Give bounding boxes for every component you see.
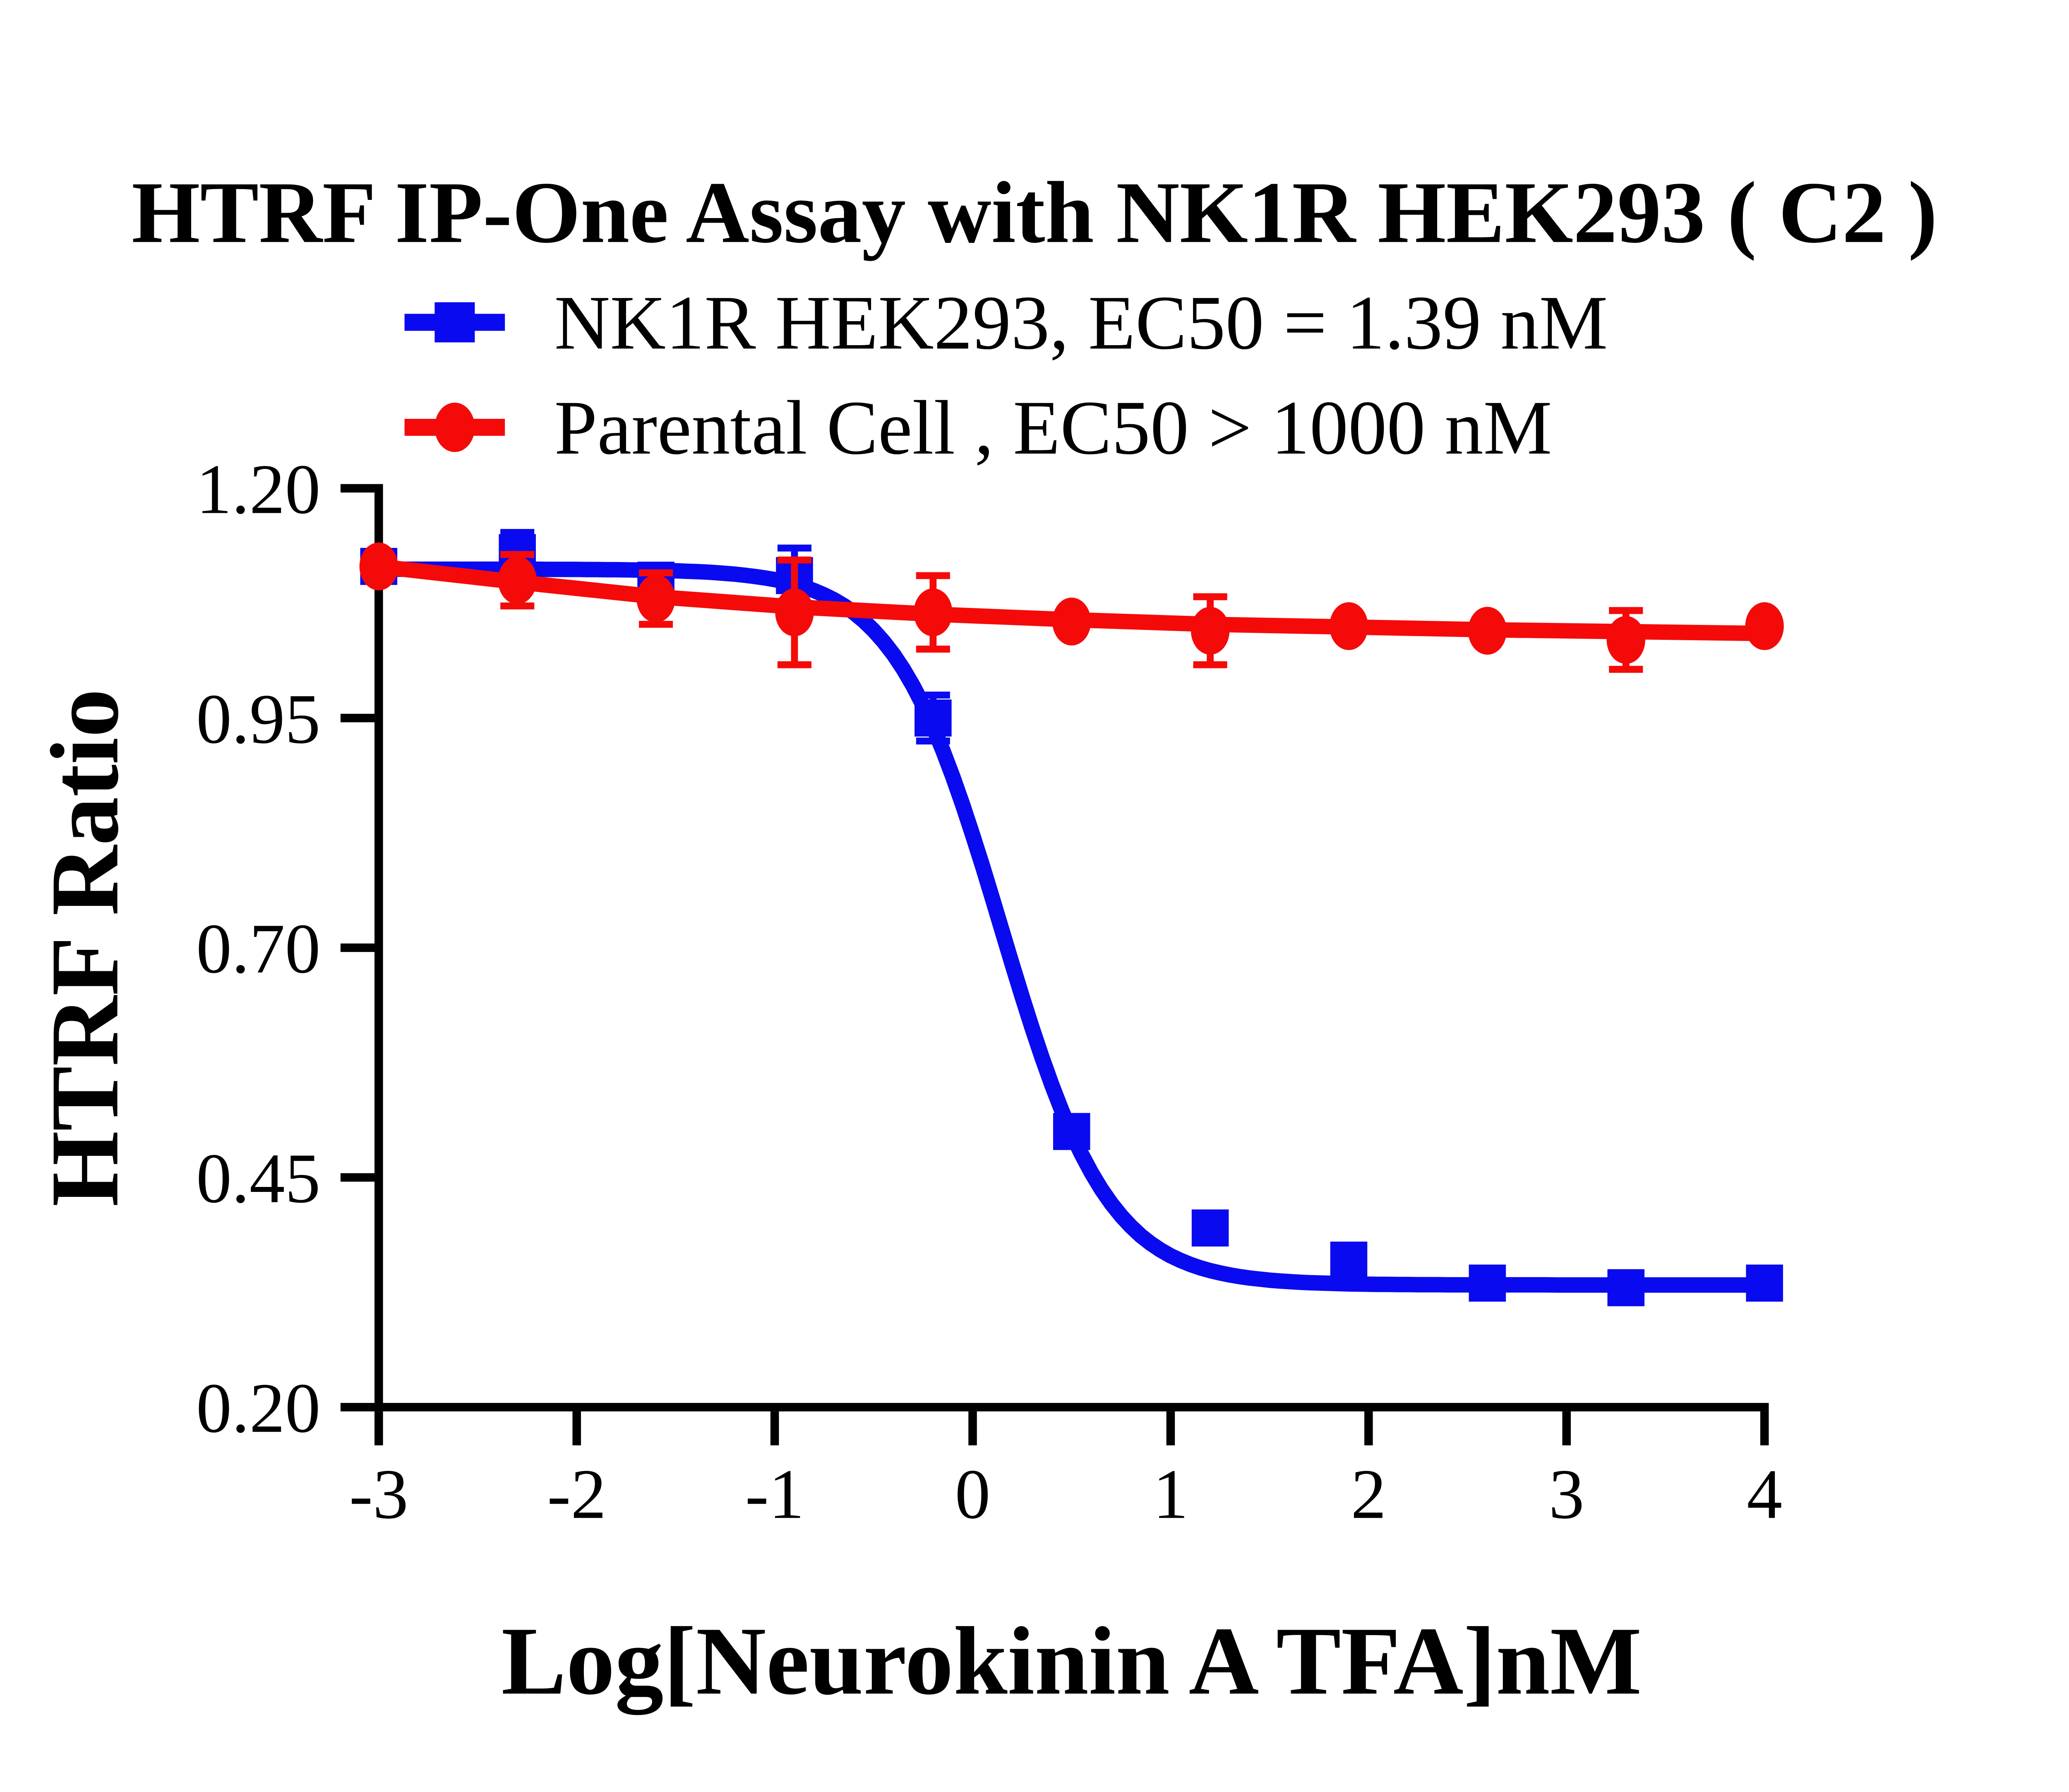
legend-label-parental-cell: Parental Cell , EC50 > 1000 nM [554,385,1552,471]
x-axis-label: Log[Neurokinin A TFA]nM [502,1607,1642,1715]
x-tick-label: 2 [1351,1455,1386,1534]
parental-cell-marker-circle [636,574,675,623]
parental-cell-marker-circle [498,556,537,604]
plot-graphics: 1.20 0.95 0.70 0.45 0.20 -3 -2 -1 0 1 2 3 4 [196,302,1784,1534]
axis-spines [374,484,1769,1412]
x-tick-label: 1 [1153,1455,1188,1534]
parental-cell-marker-circle [1745,602,1784,650]
nk1r-hek293-marker-square [1607,1269,1645,1307]
y-tick-label: 1.20 [196,450,320,529]
parental-cell-marker-circle [1468,607,1507,655]
y-tick-label: 0.45 [196,1139,320,1218]
nk1r-hek293-marker-square [1191,1209,1229,1247]
x-tick-label: -3 [349,1455,408,1534]
nk1r-hek293-marker-square [1469,1264,1506,1302]
parental-cell-marker-circle [775,588,814,637]
y-tick-label: 0.70 [196,910,320,988]
parental-cell-marker-circle [1329,602,1368,650]
parental-cell-marker-circle [1606,616,1645,664]
nk1r-hek293-marker-square [914,699,952,737]
nk1r-hek293-marker-square [1330,1242,1368,1279]
x-tick-label: 4 [1747,1455,1782,1534]
x-tick-label: -2 [547,1455,606,1534]
x-tick-label: -1 [745,1455,804,1534]
y-axis-label: HTRF Ratio [31,689,139,1206]
parental-cell-marker-circle [1052,598,1091,646]
legend-key-square [434,302,475,343]
x-tick-label: 0 [955,1455,991,1534]
parental-cell-marker-circle [359,542,398,591]
parental-cell-marker-circle [914,588,953,637]
nk1r-hek293-marker-square [1053,1113,1090,1150]
nk1r-hek293-marker-square [1746,1264,1783,1302]
legend-label-nk1r-hek293: NK1R HEK293, EC50 = 1.39 nM [554,280,1608,365]
legend-key-circle [434,402,475,452]
y-tick-label: 0.20 [196,1369,320,1448]
chart-background [0,60,2069,1732]
parental-cell-marker-circle [1191,607,1230,655]
y-tick-label: 0.95 [196,680,320,759]
x-tick-label: 3 [1549,1455,1584,1534]
chart-title: HTRF IP-One Assay with NK1R HEK293 ( C2 … [132,164,1937,262]
